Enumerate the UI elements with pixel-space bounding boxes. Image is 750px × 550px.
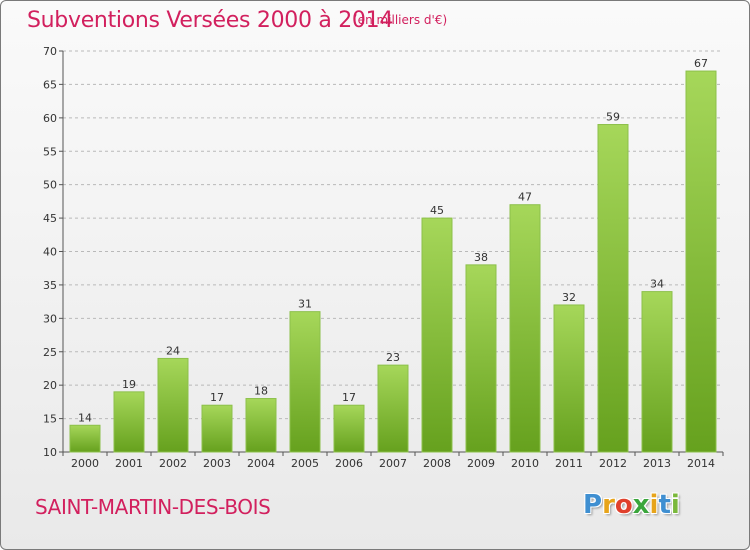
bar bbox=[245, 398, 277, 453]
y-tick-label: 35 bbox=[43, 279, 57, 292]
y-tick-label: 70 bbox=[43, 45, 57, 58]
y-tick-label: 40 bbox=[43, 246, 57, 259]
y-tick-label: 10 bbox=[43, 446, 57, 459]
logo-letter: x bbox=[632, 490, 650, 520]
y-tick-label: 25 bbox=[43, 346, 57, 359]
data-label: 18 bbox=[254, 385, 268, 398]
data-label: 67 bbox=[694, 57, 708, 70]
data-label: 31 bbox=[298, 298, 312, 311]
commune-name: SAINT-MARTIN-DES-BOIS bbox=[35, 495, 271, 519]
y-tick-label: 50 bbox=[43, 179, 57, 192]
data-label: 47 bbox=[518, 191, 532, 204]
bar bbox=[509, 204, 541, 453]
x-tick-label: 2011 bbox=[555, 457, 583, 470]
chart-unit-note: (en milliers d'€) bbox=[353, 13, 448, 27]
data-label: 19 bbox=[122, 378, 136, 391]
proxiti-logo[interactable]: Proxiti bbox=[583, 490, 680, 520]
x-tick-label: 2001 bbox=[115, 457, 143, 470]
bar bbox=[597, 124, 629, 453]
x-tick-label: 2003 bbox=[203, 457, 231, 470]
logo-letter: i bbox=[670, 490, 680, 520]
data-label: 34 bbox=[650, 278, 664, 291]
bar bbox=[69, 424, 101, 453]
x-tick-label: 2006 bbox=[335, 457, 363, 470]
data-label: 17 bbox=[210, 391, 224, 404]
data-label: 17 bbox=[342, 391, 356, 404]
bar bbox=[157, 357, 189, 453]
data-label: 38 bbox=[474, 251, 488, 264]
logo-letter: i bbox=[649, 490, 659, 520]
bar bbox=[333, 404, 365, 453]
logo-letter: P bbox=[583, 490, 603, 520]
bar bbox=[553, 304, 585, 453]
x-tick-label: 2000 bbox=[71, 457, 99, 470]
x-tick-label: 2002 bbox=[159, 457, 187, 470]
bar bbox=[377, 364, 409, 453]
label-layer: 14 19 24 17 18 31 17 23 45 38 47 32 59 34 67 bbox=[78, 57, 708, 424]
x-tick-label: 2004 bbox=[247, 457, 275, 470]
data-label: 59 bbox=[606, 111, 620, 124]
data-label: 45 bbox=[430, 204, 444, 217]
axis-layer: 10 15 20 25 30 35 40 45 50 55 60 65 70 2000 2001 2002 20… bbox=[43, 45, 724, 470]
bar bbox=[465, 264, 497, 453]
x-tick-label: 2007 bbox=[379, 457, 407, 470]
bar bbox=[201, 404, 233, 453]
x-tick-label: 2008 bbox=[423, 457, 451, 470]
x-tick-label: 2013 bbox=[643, 457, 671, 470]
logo-letter: t bbox=[658, 490, 671, 520]
data-label: 23 bbox=[386, 351, 400, 364]
chart-title: Subventions Versées 2000 à 2014 bbox=[27, 8, 394, 33]
y-tick-label: 55 bbox=[43, 145, 57, 158]
bar bbox=[289, 311, 321, 453]
y-tick-label: 45 bbox=[43, 212, 57, 225]
logo-letter: o bbox=[614, 490, 633, 520]
bar-layer bbox=[69, 70, 717, 453]
y-tick-label: 15 bbox=[43, 413, 57, 426]
y-tick-label: 65 bbox=[43, 78, 57, 91]
y-tick-label: 30 bbox=[43, 312, 57, 325]
bar bbox=[113, 391, 145, 453]
x-tick-label: 2009 bbox=[467, 457, 495, 470]
data-label: 14 bbox=[78, 411, 92, 424]
logo-letter: r bbox=[602, 490, 615, 520]
x-tick-label: 2010 bbox=[511, 457, 539, 470]
bar bbox=[421, 217, 453, 453]
data-label: 32 bbox=[562, 291, 576, 304]
x-tick-label: 2012 bbox=[599, 457, 627, 470]
bar bbox=[641, 291, 673, 453]
bar bbox=[685, 70, 717, 453]
x-tick-label: 2014 bbox=[687, 457, 715, 470]
x-tick-label: 2005 bbox=[291, 457, 319, 470]
y-tick-label: 20 bbox=[43, 379, 57, 392]
data-label: 24 bbox=[166, 344, 180, 357]
y-tick-label: 60 bbox=[43, 112, 57, 125]
